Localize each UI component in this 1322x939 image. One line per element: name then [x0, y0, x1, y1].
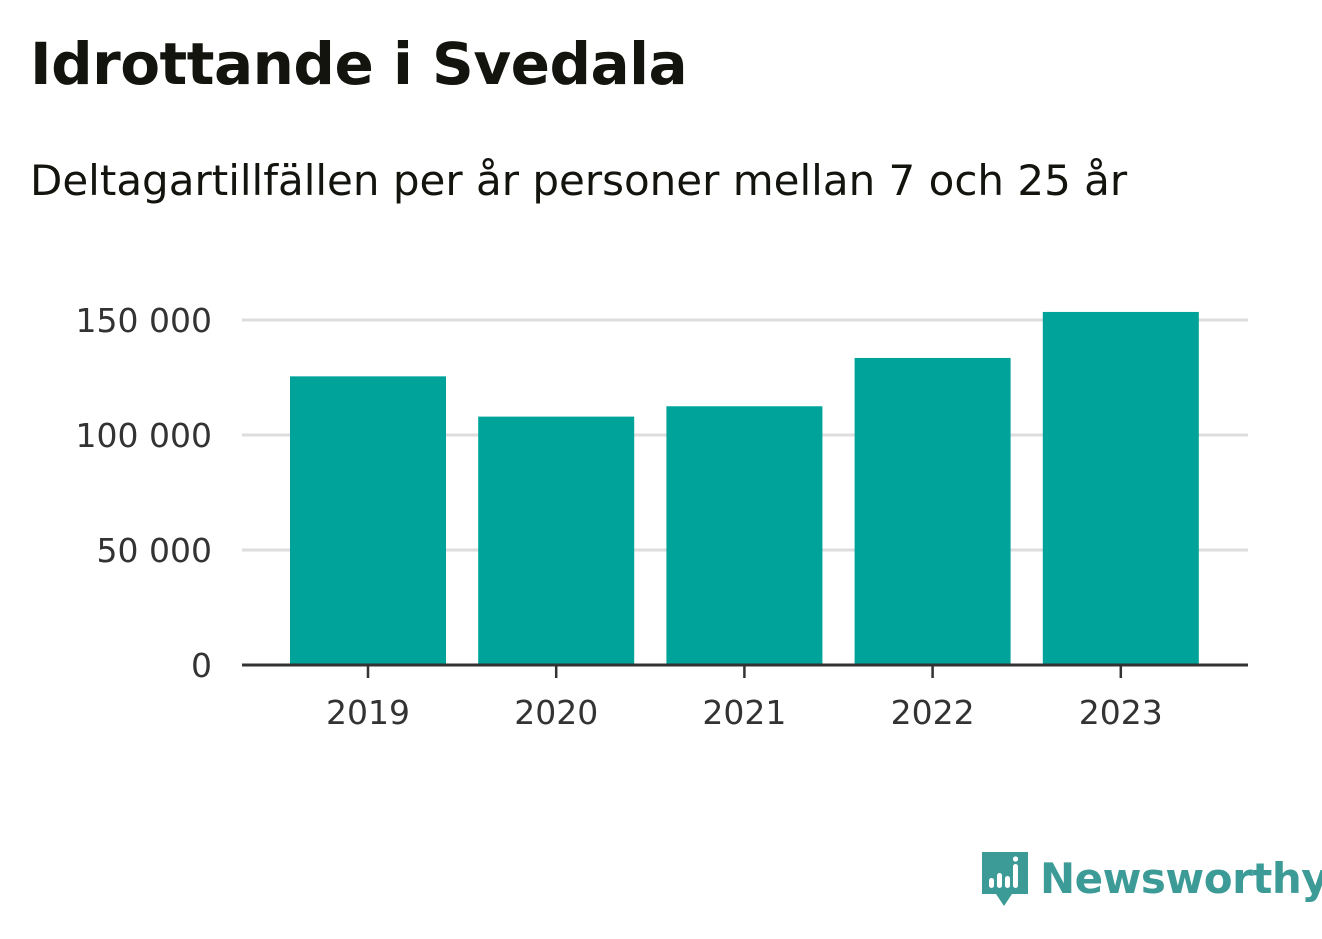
x-tick-label: 2019: [326, 693, 410, 732]
y-tick-label: 150 000: [76, 301, 212, 340]
y-tick-label: 100 000: [76, 416, 212, 455]
x-axis-ticks: 2019 2020 2021 2022 2023: [326, 693, 1163, 732]
x-tick-label: 2020: [514, 693, 598, 732]
chart-title: Idrottande i Svedala: [30, 30, 688, 98]
y-tick-label: 0: [191, 646, 212, 685]
chart-subtitle: Deltagartillfällen per år personer mella…: [30, 156, 1128, 205]
bars: [290, 311, 1199, 665]
bar-2019: [290, 376, 446, 665]
bar-2022: [854, 357, 1011, 665]
bar-2020: [478, 416, 635, 665]
y-tick-label: 50 000: [97, 531, 212, 570]
y-axis-ticks: 0 50 000 100 000 150 000: [76, 301, 212, 685]
bar-2021: [666, 406, 823, 665]
brand-name: Newsworthy: [1040, 853, 1322, 903]
x-tick-label: 2023: [1079, 693, 1163, 732]
x-tick-label: 2022: [891, 693, 975, 732]
x-axis: [242, 663, 1248, 678]
x-tick-label: 2021: [702, 693, 786, 732]
bar-2023: [1042, 311, 1199, 665]
brand-footer: Newsworthy: [980, 848, 1322, 908]
newsworthy-logo-icon: [982, 852, 1028, 906]
